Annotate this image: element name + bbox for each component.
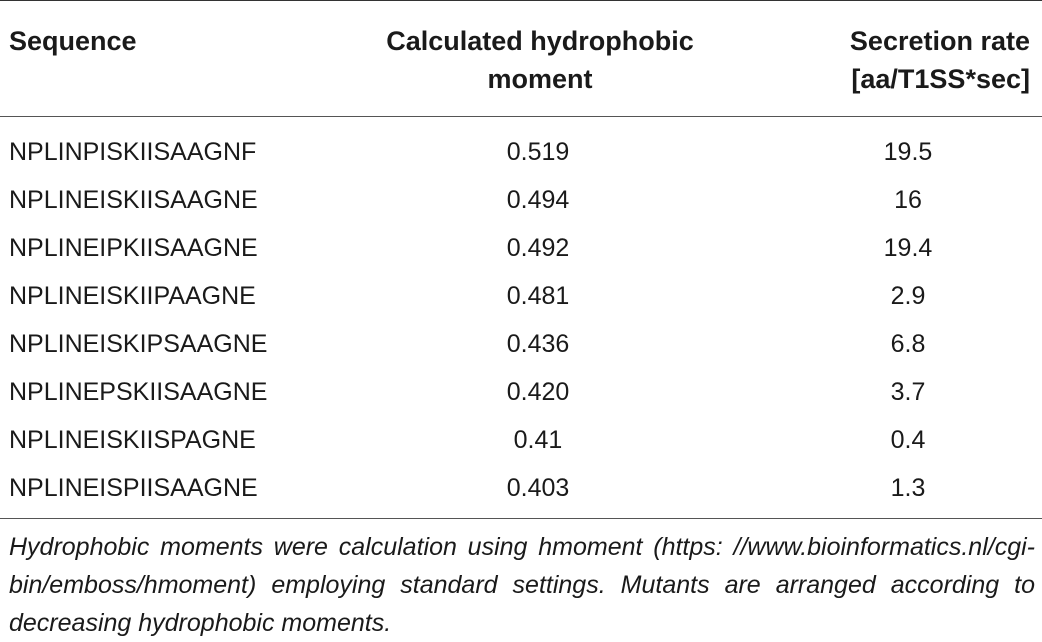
table-row: NPLINPISKIISAAGNF 0.519 19.5 bbox=[0, 132, 1042, 180]
cell-rate: 16 bbox=[894, 186, 922, 214]
cell-moment: 0.492 bbox=[506, 234, 570, 262]
header-moment-line1: Calculated hydrophobic bbox=[386, 26, 694, 56]
table-row: NPLINEISKIIPAAGNE 0.481 2.9 bbox=[0, 276, 1042, 324]
table-footnote: Hydrophobic moments were calculation usi… bbox=[9, 533, 1035, 637]
cell-sequence: NPLINEISKIISPAGNE bbox=[9, 426, 256, 454]
cell-rate: 3.7 bbox=[890, 378, 926, 406]
bottom-rule bbox=[0, 518, 1042, 519]
cell-sequence: NPLINEISKIIPAAGNE bbox=[9, 282, 256, 310]
table-row: NPLINEISKIISAAGNE 0.494 16 bbox=[0, 180, 1042, 228]
cell-moment: 0.41 bbox=[513, 426, 563, 454]
cell-rate: 19.5 bbox=[883, 138, 933, 166]
cell-moment: 0.436 bbox=[506, 330, 570, 358]
table-row: NPLINEIPKIISAAGNE 0.492 19.4 bbox=[0, 228, 1042, 276]
cell-moment: 0.519 bbox=[506, 138, 570, 166]
cell-sequence: NPLINEPSKIISAAGNE bbox=[9, 378, 268, 406]
header-rate-line2: [aa/T1SS*sec] bbox=[851, 64, 1030, 94]
cell-rate: 1.3 bbox=[890, 474, 926, 502]
cell-sequence: NPLINEISKIPSAAGNE bbox=[9, 330, 268, 358]
header-secretion-rate: Secretion rate [aa/T1SS*sec] bbox=[790, 22, 1030, 98]
table-row: NPLINEPSKIISAAGNE 0.420 3.7 bbox=[0, 372, 1042, 420]
cell-sequence: NPLINEIPKIISAAGNE bbox=[9, 234, 258, 262]
header-hydrophobic-moment: Calculated hydrophobic moment bbox=[340, 22, 740, 98]
cell-sequence: NPLINEISKIISAAGNE bbox=[9, 186, 258, 214]
header-rate-line1: Secretion rate bbox=[849, 26, 1030, 56]
cell-moment: 0.403 bbox=[506, 474, 570, 502]
table-row: NPLINEISKIPSAAGNE 0.436 6.8 bbox=[0, 324, 1042, 372]
cell-moment: 0.494 bbox=[506, 186, 570, 214]
top-rule bbox=[0, 0, 1042, 1]
cell-sequence: NPLINEISPIISAAGNE bbox=[9, 474, 258, 502]
cell-rate: 19.4 bbox=[883, 234, 933, 262]
header-rule bbox=[0, 116, 1042, 117]
table-row: NPLINEISKIISPAGNE 0.41 0.4 bbox=[0, 420, 1042, 468]
cell-moment: 0.481 bbox=[506, 282, 570, 310]
cell-rate: 2.9 bbox=[890, 282, 926, 310]
cell-moment: 0.420 bbox=[506, 378, 570, 406]
table-row: NPLINEISPIISAAGNE 0.403 1.3 bbox=[0, 468, 1042, 516]
cell-sequence: NPLINPISKIISAAGNF bbox=[9, 138, 257, 166]
cell-rate: 6.8 bbox=[890, 330, 926, 358]
header-moment-line2: moment bbox=[487, 64, 593, 94]
header-sequence: Sequence bbox=[9, 26, 137, 56]
table-body: NPLINPISKIISAAGNF 0.519 19.5 NPLINEISKII… bbox=[0, 132, 1042, 516]
cell-rate: 0.4 bbox=[890, 426, 926, 454]
